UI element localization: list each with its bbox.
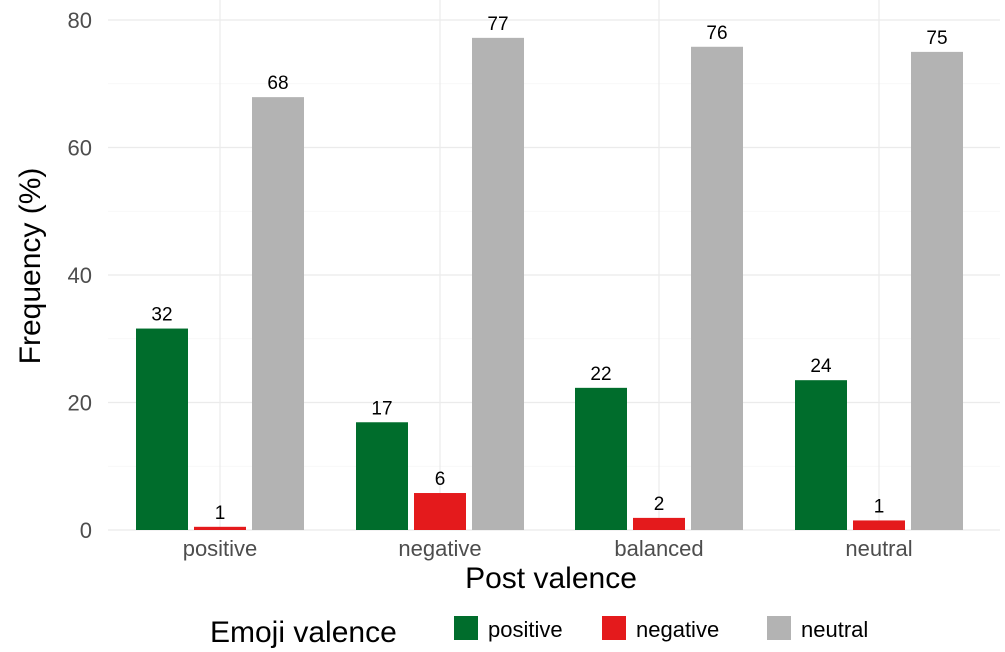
legend-label-positive: positive: [488, 617, 563, 642]
data-label: 1: [215, 503, 226, 524]
bar-neutral-positive: [795, 380, 847, 530]
x-axis-title: Post valence: [465, 562, 637, 595]
bar-negative-positive: [356, 422, 408, 530]
data-label: 68: [267, 73, 288, 94]
legend: Emoji valence positive negative neutral: [210, 616, 868, 649]
y-tick-label: 0: [80, 518, 92, 543]
bar-balanced-neutral: [691, 46, 743, 531]
grid-lines: [108, 0, 1000, 531]
legend-swatch-neutral: [767, 616, 791, 640]
bar-negative-negative: [414, 493, 466, 530]
bar-neutral-neutral: [911, 51, 963, 530]
y-tick-label: 60: [68, 136, 92, 161]
data-label: 75: [926, 28, 947, 49]
y-tick-label: 80: [68, 8, 92, 33]
data-label: 77: [487, 14, 508, 35]
y-axis-title: Frequency (%): [14, 168, 47, 365]
bar-positive-negative: [194, 526, 246, 530]
data-label: 32: [151, 305, 172, 326]
x-tick-label: balanced: [614, 536, 703, 561]
x-tick-label: negative: [398, 536, 481, 561]
y-tick-label: 40: [68, 263, 92, 288]
x-tick-label: positive: [183, 536, 258, 561]
bar-balanced-positive: [575, 387, 627, 530]
data-label: 24: [810, 356, 832, 377]
legend-title: Emoji valence: [210, 616, 397, 649]
x-tick-label: neutral: [845, 536, 912, 561]
x-axis-ticks: positive negative balanced neutral: [183, 536, 913, 561]
y-tick-label: 20: [68, 391, 92, 416]
bar-balanced-negative: [633, 517, 685, 530]
bar-negative-neutral: [472, 37, 524, 530]
bars: [136, 37, 963, 531]
legend-label-neutral: neutral: [801, 617, 868, 642]
data-label: 2: [654, 494, 665, 515]
data-label: 6: [435, 469, 446, 490]
legend-label-negative: negative: [636, 617, 719, 642]
bar-positive-positive: [136, 328, 188, 530]
data-label: 1: [874, 496, 885, 517]
y-axis-ticks: 0 20 40 60 80: [68, 8, 92, 543]
legend-swatch-negative: [602, 616, 626, 640]
legend-swatch-positive: [454, 616, 478, 640]
data-label: 17: [371, 398, 392, 419]
data-label: 22: [590, 364, 611, 385]
data-label: 76: [706, 23, 727, 44]
bar-positive-neutral: [252, 97, 304, 530]
bar-neutral-negative: [853, 520, 905, 530]
